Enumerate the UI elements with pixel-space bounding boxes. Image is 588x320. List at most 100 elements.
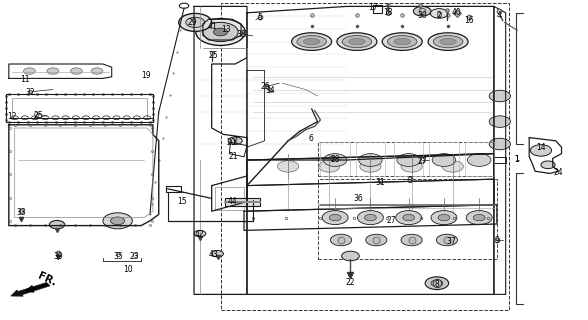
- Circle shape: [203, 22, 238, 42]
- Circle shape: [432, 154, 456, 166]
- Circle shape: [413, 6, 431, 16]
- Circle shape: [24, 68, 35, 74]
- Text: 11: 11: [20, 76, 29, 84]
- Circle shape: [431, 211, 457, 225]
- Circle shape: [322, 211, 348, 225]
- Text: 20: 20: [226, 138, 236, 147]
- Text: 4: 4: [496, 11, 501, 20]
- Ellipse shape: [349, 38, 365, 45]
- Circle shape: [489, 138, 510, 150]
- Text: 17: 17: [369, 3, 378, 12]
- Text: 28: 28: [331, 156, 340, 164]
- Circle shape: [330, 234, 352, 246]
- Ellipse shape: [303, 38, 320, 45]
- Text: 34: 34: [266, 86, 275, 95]
- Text: 16: 16: [464, 16, 473, 25]
- Circle shape: [91, 68, 103, 74]
- Circle shape: [213, 28, 228, 36]
- Text: 30: 30: [417, 12, 427, 20]
- Circle shape: [489, 90, 510, 102]
- Circle shape: [103, 213, 132, 229]
- Text: 33: 33: [16, 208, 26, 217]
- Text: 40: 40: [452, 8, 462, 17]
- Text: 44: 44: [228, 197, 238, 206]
- Circle shape: [186, 17, 205, 28]
- Text: 35: 35: [114, 252, 123, 261]
- Text: 27: 27: [387, 216, 396, 225]
- Bar: [6, 94, 153, 122]
- Circle shape: [530, 145, 552, 156]
- Bar: [220, 3, 509, 310]
- Circle shape: [71, 68, 82, 74]
- Text: 25: 25: [208, 52, 218, 60]
- Text: 1: 1: [514, 156, 519, 164]
- Text: 41: 41: [208, 22, 217, 31]
- Circle shape: [467, 154, 491, 166]
- Text: 8: 8: [435, 280, 439, 289]
- Text: 15: 15: [178, 197, 187, 206]
- Circle shape: [342, 251, 359, 261]
- Circle shape: [403, 214, 415, 221]
- Text: 9: 9: [495, 236, 499, 245]
- Circle shape: [194, 230, 206, 237]
- Circle shape: [431, 280, 443, 286]
- Circle shape: [358, 211, 383, 225]
- Circle shape: [49, 220, 65, 229]
- Circle shape: [466, 211, 492, 225]
- Text: 23: 23: [129, 252, 139, 261]
- Text: 31: 31: [376, 178, 385, 187]
- Text: 24: 24: [554, 168, 563, 177]
- Text: 36: 36: [353, 194, 363, 203]
- Circle shape: [401, 234, 422, 246]
- Ellipse shape: [382, 33, 422, 51]
- Text: 14: 14: [536, 143, 546, 152]
- Circle shape: [473, 214, 485, 221]
- Ellipse shape: [342, 36, 372, 48]
- Circle shape: [360, 161, 381, 172]
- Ellipse shape: [394, 38, 410, 45]
- Circle shape: [47, 68, 59, 74]
- Circle shape: [323, 154, 347, 166]
- Text: 13: 13: [221, 25, 230, 34]
- Text: 37: 37: [447, 237, 456, 246]
- Circle shape: [359, 154, 382, 166]
- Text: 22: 22: [346, 278, 355, 287]
- Circle shape: [278, 161, 299, 172]
- Circle shape: [430, 9, 448, 18]
- Circle shape: [366, 234, 387, 246]
- Text: 43: 43: [209, 250, 218, 259]
- Ellipse shape: [337, 33, 377, 51]
- Text: 19: 19: [141, 71, 151, 80]
- Bar: [318, 179, 497, 259]
- Circle shape: [438, 214, 450, 221]
- Text: 6: 6: [308, 134, 313, 143]
- Bar: [225, 198, 260, 206]
- Circle shape: [319, 161, 340, 172]
- Text: 32: 32: [25, 88, 35, 97]
- Bar: [12, 98, 147, 118]
- Circle shape: [396, 211, 422, 225]
- FancyArrow shape: [11, 283, 50, 296]
- Circle shape: [425, 277, 449, 290]
- Text: 7: 7: [233, 136, 238, 145]
- Circle shape: [329, 214, 341, 221]
- Circle shape: [179, 13, 212, 31]
- Text: 3: 3: [407, 176, 412, 185]
- Bar: [215, 187, 244, 210]
- Text: 25: 25: [34, 111, 44, 120]
- Text: 5: 5: [257, 13, 262, 22]
- Ellipse shape: [297, 36, 326, 48]
- Circle shape: [196, 19, 245, 45]
- Text: 27: 27: [417, 157, 427, 166]
- Text: 21: 21: [229, 152, 238, 161]
- Circle shape: [436, 234, 457, 246]
- Text: 1: 1: [514, 156, 519, 164]
- Ellipse shape: [292, 33, 332, 51]
- Circle shape: [228, 137, 242, 145]
- Circle shape: [489, 116, 510, 127]
- Circle shape: [397, 154, 420, 166]
- Ellipse shape: [440, 38, 456, 45]
- Text: FR.: FR.: [36, 271, 58, 288]
- Text: 18: 18: [383, 8, 392, 17]
- Text: 2: 2: [437, 11, 442, 20]
